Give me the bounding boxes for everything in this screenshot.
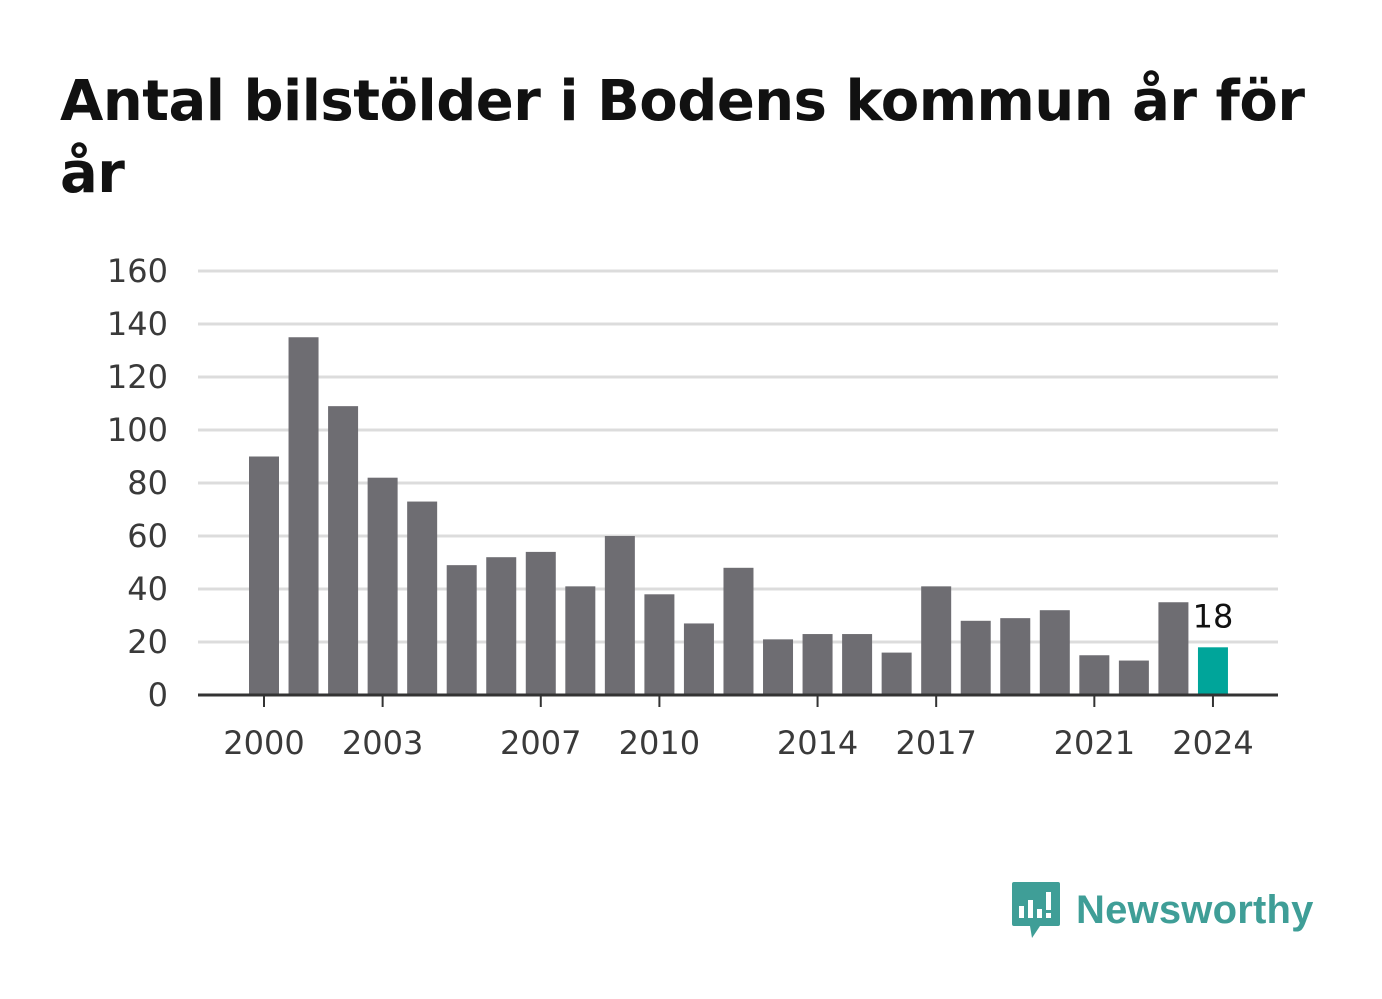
bar — [1118, 660, 1149, 695]
bar — [802, 634, 833, 695]
newsworthy-logo: Newsworthy — [1010, 878, 1314, 942]
y-tick-label: 40 — [127, 570, 168, 608]
bar — [367, 477, 398, 695]
x-tick-label: 2017 — [895, 724, 976, 762]
y-tick-label: 20 — [127, 623, 168, 661]
bar-highlight — [1197, 647, 1228, 695]
x-tick-label: 2021 — [1054, 724, 1135, 762]
bar — [407, 501, 438, 695]
x-tick-label: 2003 — [342, 724, 423, 762]
bar — [1000, 618, 1031, 695]
y-tick-label: 60 — [127, 517, 168, 555]
grid-lines — [198, 269, 1278, 644]
bar — [446, 565, 477, 695]
y-tick-label: 80 — [127, 464, 168, 502]
bar — [565, 586, 596, 695]
x-tick-label: 2000 — [223, 724, 304, 762]
bars — [249, 337, 1228, 695]
y-tick-label: 160 — [107, 252, 168, 290]
bar — [763, 639, 794, 695]
y-tick-label: 140 — [107, 305, 168, 343]
newsworthy-logo-icon — [1012, 882, 1060, 938]
bar — [842, 634, 873, 695]
brand-name: Newsworthy — [1076, 887, 1314, 932]
x-tick-label: 2024 — [1172, 724, 1253, 762]
y-tick-label: 0 — [148, 676, 168, 714]
y-tick-label: 100 — [107, 411, 168, 449]
bar — [921, 586, 952, 695]
bar — [960, 620, 991, 695]
bar — [486, 557, 517, 695]
data-labels: 18 — [1193, 597, 1234, 635]
y-tick-label: 120 — [107, 358, 168, 396]
bar — [1079, 655, 1110, 695]
y-axis-ticks: 0 20 40 60 80 100 120 140 160 — [107, 252, 168, 714]
bar — [683, 623, 714, 695]
x-axis-ticks: 2000 2003 2007 2010 2014 2017 2021 2024 — [223, 695, 1254, 762]
bar — [1158, 602, 1189, 695]
bar — [288, 337, 319, 695]
chart-title: Antal bilstölder i Bodens kommun år för … — [60, 69, 1305, 206]
x-tick-label: 2007 — [500, 724, 581, 762]
bar — [604, 536, 635, 695]
bar — [723, 567, 754, 695]
bar — [249, 456, 279, 695]
data-label-highlight: 18 — [1193, 597, 1234, 635]
bar — [644, 594, 675, 695]
x-tick-label: 2014 — [777, 724, 858, 762]
bar — [328, 406, 359, 695]
x-tick-label: 2010 — [619, 724, 700, 762]
bar — [525, 551, 556, 695]
bar — [1039, 610, 1070, 695]
bar — [881, 652, 912, 695]
